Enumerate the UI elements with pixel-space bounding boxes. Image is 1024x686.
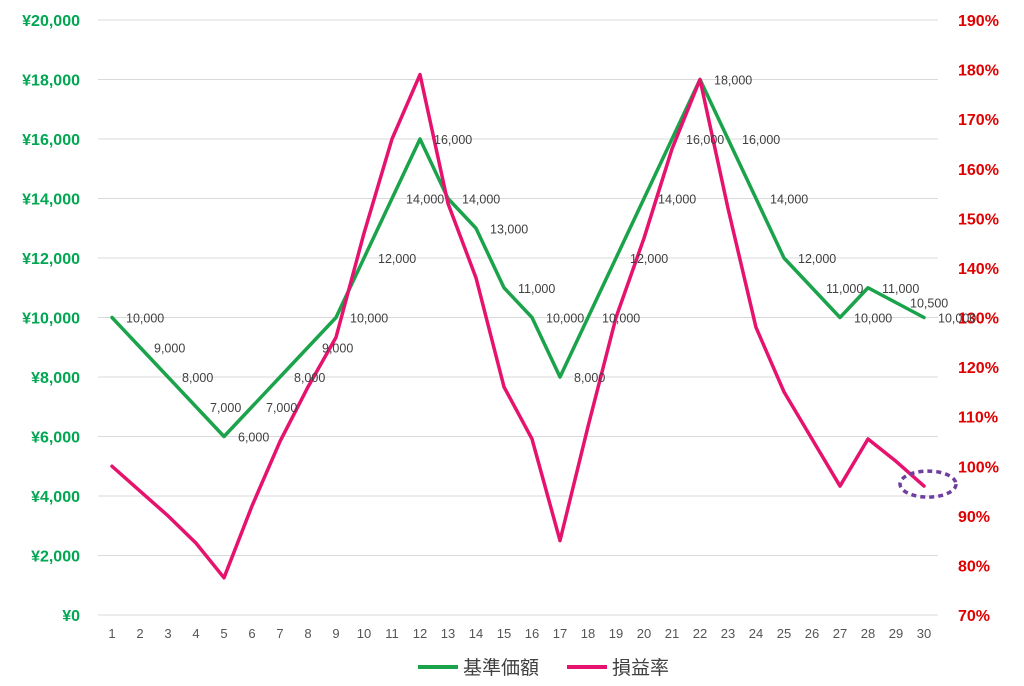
legend-label-return: 損益率 — [612, 657, 669, 679]
data-label: 14,000 — [462, 193, 500, 207]
x-tick-label: 29 — [889, 626, 903, 641]
data-label: 12,000 — [630, 252, 668, 266]
x-tick-label: 17 — [553, 626, 567, 641]
y-right-tick-label: 190% — [958, 13, 999, 30]
right-axis: 70% 80% 90% 100% 110% 120% 130% 140% 150% 160% 170… — [958, 13, 999, 625]
x-tick-label: 10 — [357, 626, 371, 641]
legend: 基準価額 損益率 — [418, 657, 669, 679]
x-tick-label: 4 — [192, 626, 199, 641]
data-label: 14,000 — [770, 193, 808, 207]
x-tick-label: 28 — [861, 626, 875, 641]
data-label: 10,500 — [910, 297, 948, 311]
series-lines — [110, 72, 926, 580]
y-left-tick-label: ¥0 — [62, 608, 80, 625]
y-right-tick-label: 70% — [958, 608, 990, 625]
data-label: 8,000 — [182, 371, 213, 385]
x-tick-label: 22 — [693, 626, 707, 641]
data-label: 13,000 — [490, 222, 528, 236]
data-label: 18,000 — [714, 74, 752, 88]
y-left-tick-label: ¥4,000 — [31, 489, 80, 506]
x-tick-label: 11 — [385, 626, 399, 641]
y-right-tick-label: 80% — [958, 558, 990, 575]
x-tick-label: 23 — [721, 626, 735, 641]
data-label: 10,000 — [854, 312, 892, 326]
y-right-tick-label: 170% — [958, 112, 999, 129]
x-tick-label: 27 — [833, 626, 847, 641]
x-tick-label: 9 — [332, 626, 339, 641]
data-label: 8,000 — [294, 371, 325, 385]
y-right-tick-label: 120% — [958, 360, 999, 377]
data-label: 6,000 — [238, 431, 269, 445]
data-label: 16,000 — [686, 133, 724, 147]
data-label: 14,000 — [658, 193, 696, 207]
y-left-tick-label: ¥16,000 — [22, 132, 80, 149]
data-label: 16,000 — [742, 133, 780, 147]
data-label: 7,000 — [266, 401, 297, 415]
y-right-tick-label: 100% — [958, 459, 999, 476]
y-right-tick-label: 180% — [958, 63, 999, 80]
data-label: 7,000 — [210, 401, 241, 415]
y-right-tick-label: 90% — [958, 509, 990, 526]
data-label: 10,000 — [350, 312, 388, 326]
x-tick-label: 5 — [220, 626, 227, 641]
x-tick-label: 24 — [749, 626, 763, 641]
y-left-tick-label: ¥20,000 — [22, 13, 80, 30]
x-tick-label: 3 — [164, 626, 171, 641]
x-axis: 1 2 3 4 5 6 7 8 9 10 11 12 13 14 15 16 17 18 19 20 21 22 23 24 2… — [108, 626, 931, 641]
left-axis: ¥0 ¥2,000 ¥4,000 ¥6,000 ¥8,000 ¥10,000 ¥12,000… — [22, 13, 80, 625]
y-left-tick-label: ¥2,000 — [31, 549, 80, 566]
x-tick-label: 18 — [581, 626, 595, 641]
y-right-tick-label: 110% — [958, 410, 998, 427]
x-tick-label: 1 — [108, 626, 115, 641]
data-labels: 10,000 9,000 8,000 7,000 6,000 7,000 8,000 9,00… — [126, 74, 976, 445]
y-left-tick-label: ¥12,000 — [22, 251, 80, 268]
x-tick-label: 21 — [665, 626, 679, 641]
data-label: 10,000 — [126, 312, 164, 326]
x-tick-label: 25 — [777, 626, 791, 641]
data-label: 10,000 — [546, 312, 584, 326]
y-left-tick-label: ¥10,000 — [22, 311, 80, 328]
x-tick-label: 15 — [497, 626, 511, 641]
y-right-tick-label: 160% — [958, 162, 999, 179]
y-left-tick-label: ¥18,000 — [22, 73, 80, 90]
y-left-tick-label: ¥6,000 — [31, 430, 80, 447]
annotation — [898, 469, 958, 499]
x-tick-label: 8 — [304, 626, 311, 641]
y-right-tick-label: 140% — [958, 261, 999, 278]
data-label: 11,000 — [882, 282, 919, 296]
y-left-tick-label: ¥8,000 — [31, 370, 80, 387]
data-label: 11,000 — [518, 282, 555, 296]
gridlines — [98, 19, 938, 616]
x-tick-label: 2 — [136, 626, 143, 641]
x-tick-label: 20 — [637, 626, 651, 641]
data-label: 10,000 — [938, 312, 976, 326]
x-tick-label: 7 — [276, 626, 283, 641]
data-label: 12,000 — [798, 252, 836, 266]
data-label: 9,000 — [322, 341, 353, 355]
y-right-tick-label: 150% — [958, 211, 999, 228]
highlight-ellipse — [898, 469, 958, 499]
x-tick-label: 30 — [917, 626, 931, 641]
data-label: 9,000 — [154, 341, 185, 355]
y-left-tick-label: ¥14,000 — [22, 192, 80, 209]
data-label: 14,000 — [406, 193, 444, 207]
data-label: 16,000 — [434, 133, 472, 147]
x-tick-label: 13 — [441, 626, 455, 641]
x-tick-label: 14 — [469, 626, 483, 641]
data-label: 12,000 — [378, 252, 416, 266]
x-tick-label: 16 — [525, 626, 539, 641]
legend-label-nav: 基準価額 — [463, 657, 539, 679]
series-line-nav — [110, 77, 926, 439]
data-label: 8,000 — [574, 371, 605, 385]
data-label: 10,000 — [602, 312, 640, 326]
x-tick-label: 6 — [248, 626, 255, 641]
x-tick-label: 19 — [609, 626, 623, 641]
data-label: 11,000 — [826, 282, 863, 296]
y-right-tick-label: 130% — [958, 311, 999, 328]
x-tick-label: 26 — [805, 626, 819, 641]
series-line-return — [110, 72, 926, 580]
x-tick-label: 12 — [413, 626, 427, 641]
